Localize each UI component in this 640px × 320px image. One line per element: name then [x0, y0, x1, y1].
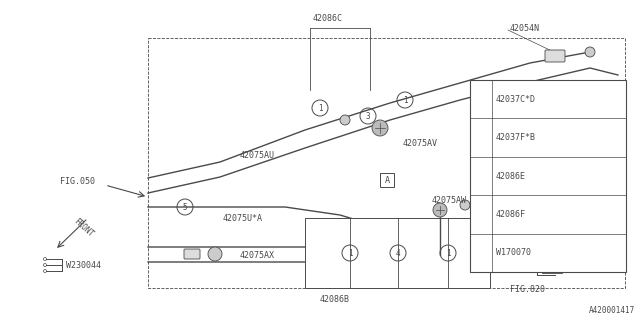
Text: 42075AU: 42075AU — [240, 150, 275, 159]
Text: FIG.820: FIG.820 — [510, 285, 545, 294]
Text: W170070: W170070 — [496, 248, 531, 257]
Text: 42054N: 42054N — [510, 23, 540, 33]
Bar — [470, 80, 626, 272]
Bar — [305, 218, 490, 288]
Text: 42086B: 42086B — [320, 295, 350, 305]
Text: 42075AV: 42075AV — [403, 139, 438, 148]
Text: 42086E: 42086E — [496, 172, 526, 180]
Text: 1: 1 — [479, 95, 483, 104]
Text: 4: 4 — [396, 249, 400, 258]
Text: 42086F: 42086F — [496, 210, 526, 219]
FancyBboxPatch shape — [184, 249, 200, 259]
Text: FRONT: FRONT — [72, 217, 95, 239]
Text: 42037C*D: 42037C*D — [496, 95, 536, 104]
Text: W230044: W230044 — [66, 260, 101, 269]
Text: 3: 3 — [365, 111, 371, 121]
Text: 2: 2 — [614, 108, 620, 116]
Text: 42075U*A: 42075U*A — [223, 213, 263, 222]
Text: A: A — [385, 175, 390, 185]
Text: 1: 1 — [348, 249, 352, 258]
FancyBboxPatch shape — [545, 50, 565, 62]
Text: 42054N: 42054N — [484, 164, 514, 172]
Circle shape — [540, 170, 550, 180]
Text: 1: 1 — [317, 103, 323, 113]
Circle shape — [372, 120, 388, 136]
Text: 42075AX: 42075AX — [240, 251, 275, 260]
Bar — [542, 257, 562, 273]
Text: 4: 4 — [479, 210, 483, 219]
Text: 1: 1 — [445, 249, 451, 258]
Text: 42052F: 42052F — [558, 259, 588, 268]
Bar — [380, 173, 394, 187]
Circle shape — [585, 47, 595, 57]
Circle shape — [340, 115, 350, 125]
FancyBboxPatch shape — [555, 172, 575, 184]
Text: 42037F*B: 42037F*B — [496, 133, 536, 142]
Circle shape — [208, 247, 222, 261]
Text: 5: 5 — [182, 203, 188, 212]
Text: 42086C: 42086C — [313, 13, 343, 22]
Text: 42037C*B: 42037C*B — [558, 223, 598, 233]
Text: 3: 3 — [479, 172, 483, 180]
Text: 1: 1 — [403, 95, 407, 105]
Text: 42075AW: 42075AW — [432, 196, 467, 204]
Text: 5: 5 — [479, 248, 483, 257]
Text: 2: 2 — [479, 133, 483, 142]
Text: A420001417: A420001417 — [589, 306, 635, 315]
Circle shape — [460, 200, 470, 210]
Circle shape — [433, 203, 447, 217]
Text: FIG.050: FIG.050 — [60, 177, 95, 186]
